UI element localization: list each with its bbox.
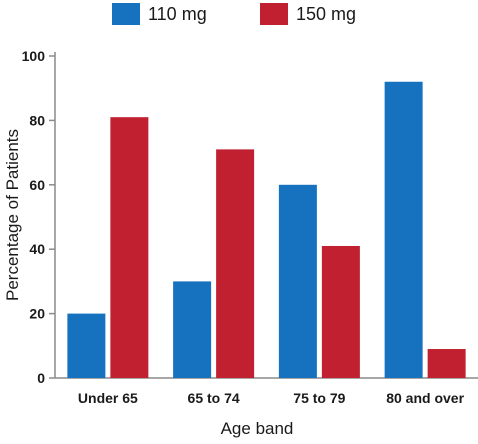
y-axis-title: Percentage of Patients <box>3 129 22 301</box>
bar-series-1 <box>173 281 212 378</box>
bar-series-2 <box>427 349 466 378</box>
bar-series-1 <box>384 81 423 378</box>
y-tick-label: 60 <box>29 177 45 193</box>
bar-series-2 <box>110 117 149 379</box>
legend: 110 mg 150 mg <box>112 3 356 25</box>
x-tick-label: Under 65 <box>78 390 138 406</box>
y-tick-label: 40 <box>29 241 45 257</box>
x-tick-label: 75 to 79 <box>293 390 345 406</box>
x-axis-title: Age band <box>221 419 294 438</box>
y-tick-label: 100 <box>22 48 46 64</box>
legend-label: 110 mg <box>148 4 207 24</box>
bar-series-2 <box>216 149 255 378</box>
y-tick-label: 80 <box>29 112 45 128</box>
x-tick-label: 65 to 74 <box>188 390 240 406</box>
y-ticks: 0 20 40 60 80 100 <box>22 48 55 386</box>
x-tick-labels: Under 65 65 to 74 75 to 79 80 and over <box>78 390 465 406</box>
bar-series-1 <box>278 184 317 378</box>
bar-series-2 <box>321 245 360 378</box>
y-tick-label: 20 <box>29 306 45 322</box>
x-tick-label: 80 and over <box>386 390 464 406</box>
legend-swatch <box>260 3 288 25</box>
legend-swatch <box>112 3 140 25</box>
legend-label: 150 mg <box>296 4 356 24</box>
bars <box>67 81 466 379</box>
bar-series-1 <box>67 313 106 378</box>
y-tick-label: 0 <box>37 370 45 386</box>
plot-area: 0 20 40 60 80 100 Under 65 65 to 74 75 to 79 80 … <box>22 48 478 406</box>
